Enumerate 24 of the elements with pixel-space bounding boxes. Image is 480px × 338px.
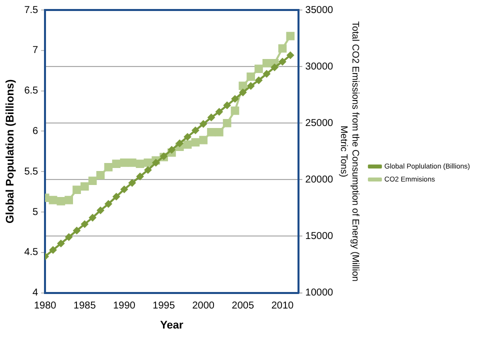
y-tick-label: 4.5 [24,247,39,258]
y2-tick-label: 25000 [305,118,334,129]
y-tick-label: 5.5 [24,166,39,178]
y-tick-label: 6.5 [24,86,39,97]
y2-tick-label: 15000 [305,230,334,242]
y2-tick-label: 20000 [305,174,334,186]
x-tick-label: 2010 [271,300,294,312]
y-tick-label: 4 [32,288,39,299]
x-tick-label: 1985 [74,300,96,312]
x-axis-title: Year [160,319,184,332]
y2-tick-label: 30000 [305,61,334,72]
x-tick-label: 1995 [152,300,176,312]
y-tick-label: 6 [32,126,39,137]
y-axis-title: Global Population (Billions) [4,78,17,224]
y2-axis-title: Total CO2 Emissions from the Consumption of Energy (Million Metric Tons) [338,21,361,282]
x-tick-label: 1980 [34,300,57,312]
y-tick-label: 7 [32,45,39,56]
y2-tick-label: 10000 [305,288,334,299]
y2-tick-label: 35000 [305,4,334,16]
y-tick-label: 7.5 [24,4,39,16]
x-tick-label: 2000 [192,300,215,312]
x-tick-label: 2005 [232,300,254,312]
y-tick-label: 5 [32,206,39,218]
x-tick-label: 1990 [113,300,136,312]
